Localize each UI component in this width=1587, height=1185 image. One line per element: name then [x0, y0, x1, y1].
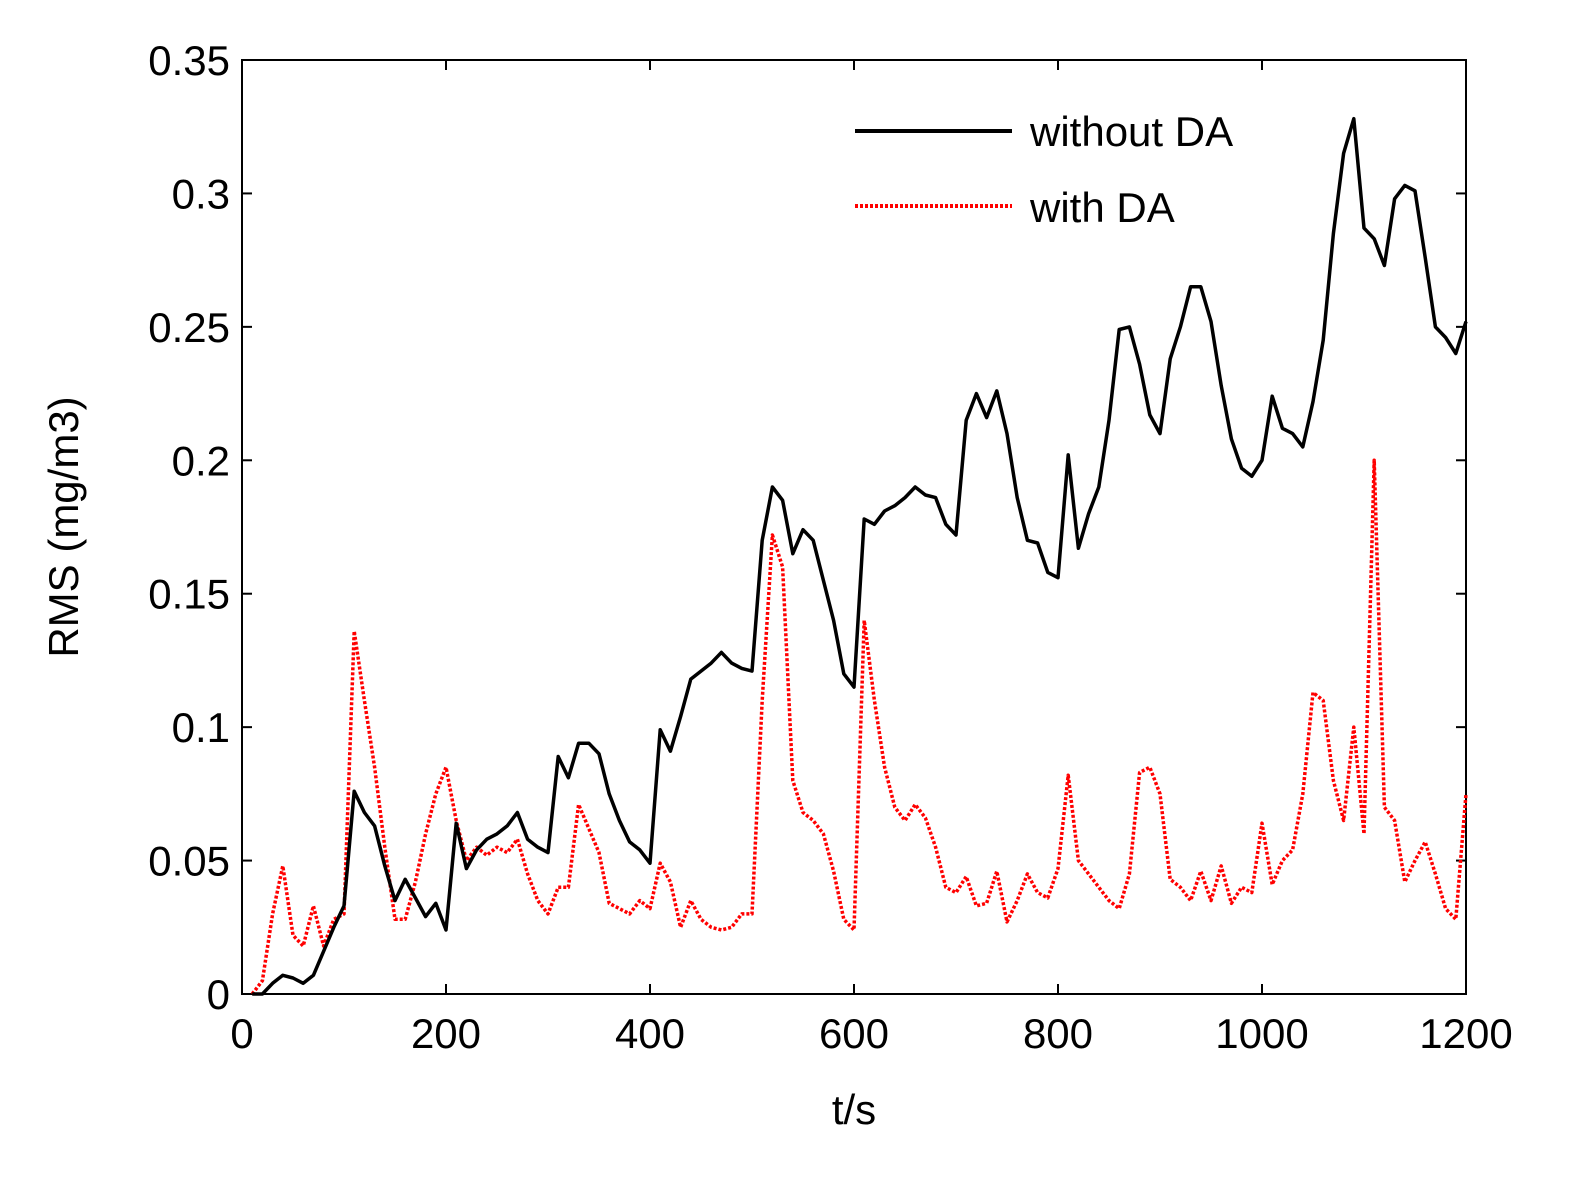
- x-tick-label: 1200: [1419, 1010, 1512, 1057]
- x-tick-label: 200: [411, 1010, 481, 1057]
- y-tick-label: 0.1: [172, 704, 230, 751]
- series-line-with-da: [250, 458, 1468, 996]
- y-tick-label: 0: [207, 971, 230, 1018]
- x-axis-label: t/s: [832, 1086, 876, 1133]
- x-tick-label: 400: [615, 1010, 685, 1057]
- y-tick-label: 0.3: [172, 170, 230, 217]
- x-tick-label: 0: [230, 1010, 253, 1057]
- series-line-without-da: [252, 116, 1468, 996]
- y-tick-label: 0.05: [148, 838, 230, 885]
- y-tick-label: 0.25: [148, 304, 230, 351]
- plot-area: [241, 59, 1467, 995]
- legend: without DA with DA: [855, 108, 1233, 231]
- y-tick-label: 0.2: [172, 437, 230, 484]
- y-axis-label: RMS (mg/m3): [40, 396, 87, 657]
- x-axis-ticks: [241, 60, 1467, 994]
- x-tick-label: 1000: [1215, 1010, 1308, 1057]
- series-lines: [250, 116, 1468, 996]
- x-tick-label: 800: [1023, 1010, 1093, 1057]
- y-axis-tick-labels: 0 0.05 0.1 0.15 0.2 0.25 0.3 0.35: [148, 37, 230, 1018]
- legend-label-without-da: without DA: [1029, 108, 1233, 155]
- legend-label-with-da: with DA: [1029, 184, 1175, 231]
- x-axis-tick-labels: 0 200 400 600 800 1000 1200: [230, 1010, 1512, 1057]
- y-tick-label: 0.15: [148, 571, 230, 618]
- x-tick-label: 600: [819, 1010, 889, 1057]
- y-tick-label: 0.35: [148, 37, 230, 84]
